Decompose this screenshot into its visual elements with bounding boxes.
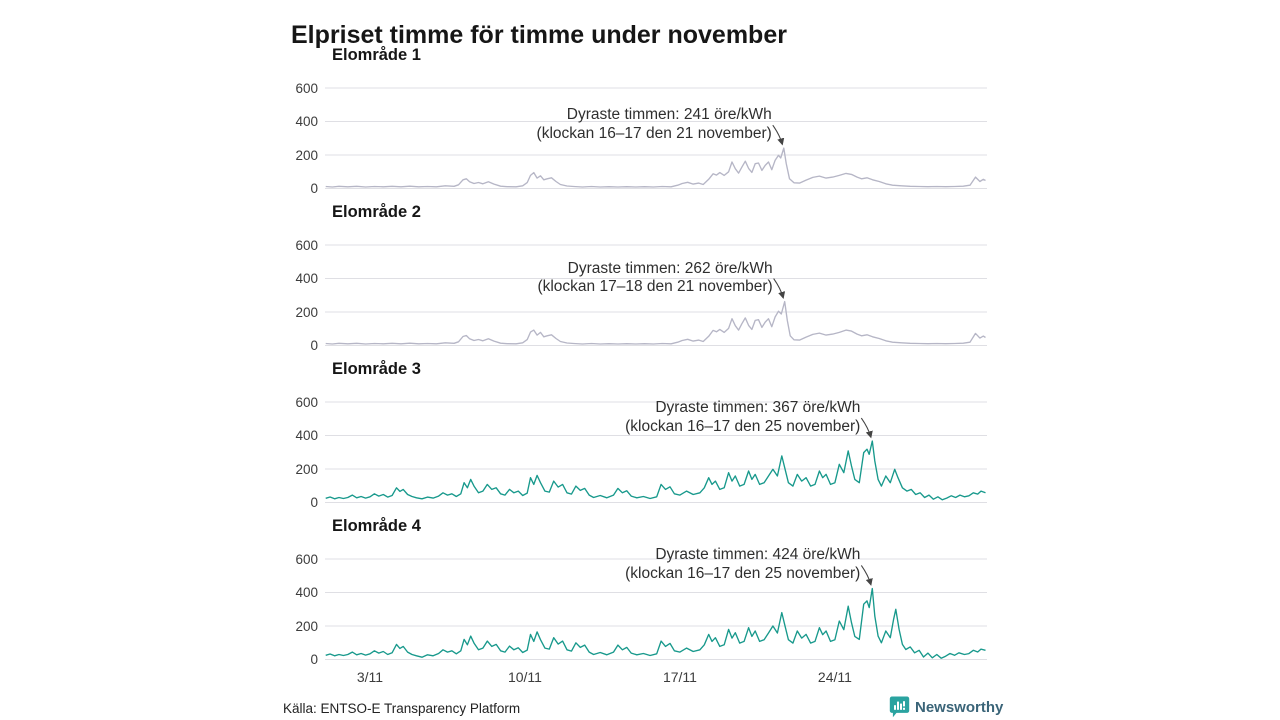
y-axis-tick-label: 400 xyxy=(295,271,318,286)
panel-title: Elområde 3 xyxy=(332,360,421,378)
panel-title: Elområde 2 xyxy=(332,203,421,221)
annotation-line1: Dyraste timmen: 424 öre/kWh xyxy=(655,546,861,564)
brand-name: Newsworthy xyxy=(915,698,1004,716)
y-axis-tick-label: 400 xyxy=(295,114,318,129)
peak-annotation: Dyraste timmen: 262 öre/kWh (klockan 17–… xyxy=(353,259,773,297)
y-axis-tick-label: 600 xyxy=(295,80,318,96)
peak-annotation: Dyraste timmen: 367 öre/kWh (klockan 16–… xyxy=(440,399,860,436)
annotation-line1: Dyraste timmen: 367 öre/kWh xyxy=(655,399,861,417)
y-axis-tick-label: 0 xyxy=(310,338,318,353)
y-axis-tick-label: 600 xyxy=(295,551,318,567)
y-axis-tick-label: 400 xyxy=(295,585,318,600)
line-plot xyxy=(325,401,987,503)
line-plot xyxy=(325,244,987,346)
price-line xyxy=(325,440,986,501)
y-axis-tick-label: 200 xyxy=(295,618,318,634)
annotation-line1: Dyraste timmen: 241 öre/kWh xyxy=(566,106,772,124)
x-axis-tick-label: 17/11 xyxy=(662,669,697,685)
y-axis-tick-label: 200 xyxy=(295,304,318,320)
annotation-arrow xyxy=(773,278,786,299)
annotation-arrow xyxy=(860,417,873,439)
chart-panel-elomrade-1: Elområde 1 600 400 200 0 Dyraste timmen:… xyxy=(0,46,1280,200)
bar-chart-bubble-icon xyxy=(889,696,910,718)
panel-title: Elområde 1 xyxy=(332,46,421,64)
peak-annotation: Dyraste timmen: 424 öre/kWh (klockan 16–… xyxy=(440,546,860,583)
annotation-line1: Dyraste timmen: 262 öre/kWh xyxy=(567,259,773,277)
annotation-line2: (klockan 17–18 den 21 november) xyxy=(537,278,773,296)
panel-title: Elområde 4 xyxy=(332,517,421,535)
x-axis-tick-label: 10/11 xyxy=(507,669,542,685)
y-axis-tick-label: 0 xyxy=(310,652,318,667)
y-axis-tick-label: 200 xyxy=(295,461,318,477)
x-axis-tick-label: 3/11 xyxy=(356,669,384,685)
source-attribution: Källa: ENTSO-E Transparency Platform xyxy=(283,701,521,716)
price-line xyxy=(325,300,986,345)
x-axis-tick-label: 24/11 xyxy=(817,669,852,685)
line-plot xyxy=(325,558,987,660)
y-axis-tick-label: 600 xyxy=(295,237,318,253)
annotation-line2: (klockan 16–17 den 25 november) xyxy=(625,417,861,435)
peak-annotation: Dyraste timmen: 241 öre/kWh (klockan 16–… xyxy=(352,106,772,143)
annotation-arrow xyxy=(772,124,785,146)
price-line xyxy=(325,587,986,659)
y-axis-tick-label: 0 xyxy=(310,495,318,510)
y-axis-tick-label: 0 xyxy=(310,181,318,196)
annotation-line2: (klockan 16–17 den 21 november) xyxy=(536,124,772,142)
page-title: Elpriset timme för timme under november xyxy=(291,20,787,49)
line-plot xyxy=(325,87,987,189)
y-axis-tick-label: 400 xyxy=(295,428,318,443)
annotation-line2: (klockan 16–17 den 25 november) xyxy=(625,564,861,582)
chart-panel-elomrade-4: Elområde 4 600 400 200 0 Dyraste timmen:… xyxy=(0,517,1280,671)
chart-panel-elomrade-2: Elområde 2 600 400 200 0 Dyraste timmen:… xyxy=(0,203,1280,357)
chart-panel-elomrade-3: Elområde 3 600 400 200 0 Dyraste timmen:… xyxy=(0,360,1280,514)
y-axis-tick-label: 200 xyxy=(295,147,318,163)
newsworthy-logo: Newsworthy xyxy=(889,696,1003,718)
price-line xyxy=(325,147,986,188)
y-axis-tick-label: 600 xyxy=(295,394,318,410)
annotation-arrow xyxy=(860,565,873,586)
